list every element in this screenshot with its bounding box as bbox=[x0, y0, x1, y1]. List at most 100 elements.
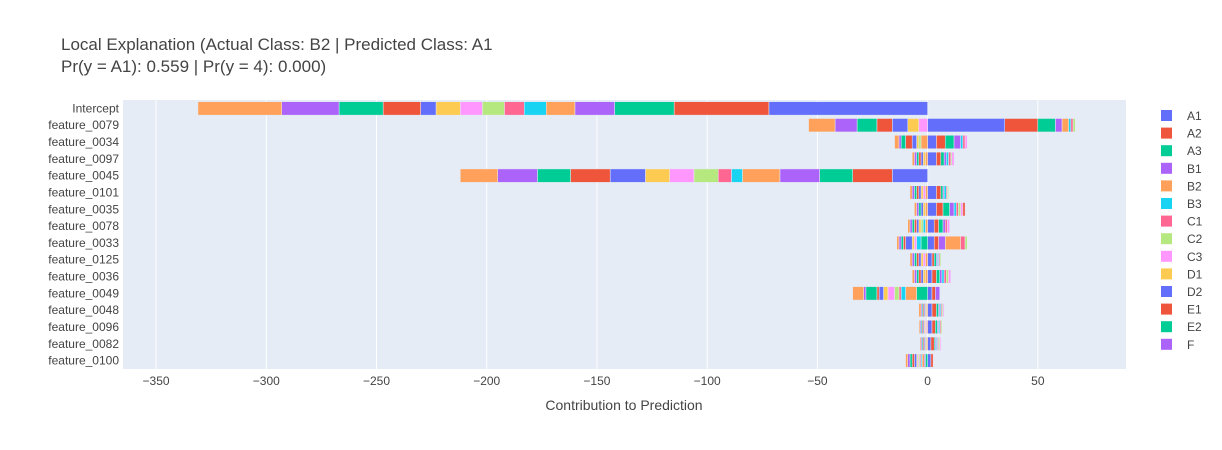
bar-feature_0101-A1 bbox=[927, 185, 937, 200]
legend-swatch-A1[interactable] bbox=[1161, 110, 1172, 121]
bar-feature_0125-E1 bbox=[916, 252, 920, 267]
bar-feature_0078-A3 bbox=[938, 219, 944, 234]
bar-feature_0036-A1 bbox=[927, 269, 933, 284]
legend-swatch-D1[interactable] bbox=[1161, 268, 1172, 280]
bar-feature_0036-D2 bbox=[920, 269, 924, 284]
legend-swatch-F[interactable] bbox=[1161, 338, 1172, 350]
bar-Intercept-C2 bbox=[482, 101, 505, 116]
bar-feature_0079-A3 bbox=[1037, 118, 1056, 133]
bar-feature_0036-B2 bbox=[925, 269, 928, 284]
bar-feature_0097-E2 bbox=[916, 151, 920, 166]
bar-feature_0100-D2 bbox=[914, 353, 917, 368]
legend-swatch-B3[interactable] bbox=[1161, 198, 1172, 209]
bar-feature_0097-C3 bbox=[951, 151, 955, 166]
bar-feature_0101-A3 bbox=[940, 185, 944, 200]
legend-label-A3[interactable]: A3 bbox=[1187, 144, 1202, 158]
legend-swatch-E1[interactable] bbox=[1161, 303, 1172, 315]
bar-feature_0033-F bbox=[898, 235, 902, 250]
x-tick-label-7: 0 bbox=[924, 374, 931, 388]
bar-feature_0045-A2 bbox=[852, 168, 893, 183]
y-tick-label-3: feature_0097 bbox=[48, 152, 119, 166]
legend-label-B3[interactable]: B3 bbox=[1187, 197, 1202, 211]
bar-feature_0045-B2 bbox=[742, 168, 781, 183]
bar-feature_0035-A1 bbox=[927, 202, 937, 217]
bar-feature_0035-D2 bbox=[920, 202, 924, 217]
bar-feature_0125-D1 bbox=[920, 252, 924, 267]
legend-label-F[interactable]: F bbox=[1187, 338, 1194, 352]
legend-label-E1[interactable]: E1 bbox=[1187, 303, 1202, 317]
bar-Intercept-B2 bbox=[545, 101, 576, 116]
legend-label-B1[interactable]: B1 bbox=[1187, 162, 1202, 176]
legend-label-D1[interactable]: D1 bbox=[1187, 267, 1203, 281]
bar-feature_0049-C3 bbox=[887, 286, 895, 301]
legend-swatch-B2[interactable] bbox=[1161, 180, 1172, 192]
bar-feature_0100-E2 bbox=[909, 353, 913, 368]
bar-feature_0035-D1 bbox=[922, 202, 926, 217]
bar-Intercept-D1 bbox=[435, 101, 461, 116]
bar-feature_0034-B2 bbox=[920, 135, 928, 150]
bar-feature_0101-B2 bbox=[925, 185, 928, 200]
bar-feature_0101-C2 bbox=[947, 185, 949, 200]
bar-feature_0100-A2 bbox=[930, 353, 934, 368]
bar-feature_0034-series-14 bbox=[894, 135, 900, 150]
bar-feature_0082-series-14 bbox=[919, 336, 922, 351]
bar-feature_0048-C3 bbox=[942, 303, 945, 318]
bar-feature_0079-A2 bbox=[1004, 118, 1039, 133]
bar-feature_0078-B1 bbox=[942, 219, 946, 234]
x-tick-labels: −350 −300 −250 −200 −150 −100 −50 0 50 bbox=[143, 374, 1045, 388]
y-tick-label-5: feature_0101 bbox=[48, 185, 119, 199]
legend-label-A1[interactable]: A1 bbox=[1187, 109, 1202, 123]
bar-feature_0036-E1 bbox=[918, 269, 922, 284]
bar-feature_0045-A3 bbox=[819, 168, 853, 183]
legend-swatch-C2[interactable] bbox=[1161, 233, 1172, 245]
legend-swatch-B1[interactable] bbox=[1161, 162, 1172, 174]
legend-swatch-A2[interactable] bbox=[1161, 127, 1172, 139]
legend-label-C1[interactable]: C1 bbox=[1187, 215, 1203, 229]
plot-area-background bbox=[123, 100, 1126, 369]
legend-swatch-E2[interactable] bbox=[1161, 321, 1172, 333]
bar-feature_0100-series-14 bbox=[905, 353, 909, 368]
legend-label-B2[interactable]: B2 bbox=[1187, 179, 1202, 193]
bar-feature_0045-B1 bbox=[779, 168, 820, 183]
legend-label-A2[interactable]: A2 bbox=[1187, 127, 1202, 141]
bar-Intercept-F bbox=[281, 101, 340, 116]
y-tick-labels: Intercept feature_0079 feature_0034feature… bbox=[48, 101, 119, 367]
bar-feature_0049-D1 bbox=[883, 286, 889, 301]
bar-feature_0125-A2 bbox=[931, 252, 935, 267]
legend-swatch-C1[interactable] bbox=[1161, 215, 1172, 227]
bar-feature_0033-E1 bbox=[903, 235, 906, 250]
bar-feature_0078-A1 bbox=[927, 219, 935, 234]
bar-feature_0079-D2 bbox=[892, 118, 909, 133]
bar-feature_0045-D1 bbox=[645, 168, 670, 183]
chart-title: Local Explanation (Actual Class: B2 | Pr… bbox=[61, 35, 493, 54]
legend-label-C2[interactable]: C2 bbox=[1187, 232, 1203, 246]
bar-feature_0049-E1 bbox=[876, 286, 880, 301]
legend-swatch-C3[interactable] bbox=[1161, 250, 1172, 262]
bar-feature_0097-B3 bbox=[946, 151, 949, 166]
legend-label-E2[interactable]: E2 bbox=[1187, 320, 1202, 334]
y-tick-label-13: feature_0096 bbox=[48, 320, 119, 334]
bar-feature_0049-C2 bbox=[894, 286, 900, 301]
y-tick-label-7: feature_0078 bbox=[48, 219, 119, 233]
bar-feature_0049-E2 bbox=[865, 286, 878, 301]
bar-feature_0036-A3 bbox=[936, 269, 940, 284]
bar-feature_0079-B1 bbox=[1055, 118, 1063, 133]
legend-label-D2[interactable]: D2 bbox=[1187, 285, 1203, 299]
y-tick-label-0: Intercept bbox=[72, 101, 119, 115]
bar-feature_0049-B2 bbox=[905, 286, 917, 301]
bar-feature_0034-B1 bbox=[953, 135, 961, 150]
bar-feature_0079-D1 bbox=[907, 118, 920, 133]
bar-feature_0048-A2 bbox=[931, 303, 937, 318]
bar-feature_0033-A2 bbox=[933, 235, 939, 250]
legend-swatch-A3[interactable] bbox=[1161, 145, 1172, 157]
bar-feature_0097-A1 bbox=[927, 151, 937, 166]
bar-feature_0045-C1 bbox=[717, 168, 732, 183]
bar-feature_0034-B3 bbox=[960, 135, 964, 150]
legend-swatch-D2[interactable] bbox=[1161, 286, 1172, 297]
bar-feature_0034-A3 bbox=[944, 135, 955, 150]
bar-feature_0045-C3 bbox=[669, 168, 695, 183]
legend-label-C3[interactable]: C3 bbox=[1187, 250, 1203, 264]
bar-feature_0078-D2 bbox=[916, 219, 920, 234]
y-tick-label-4: feature_0045 bbox=[48, 169, 119, 183]
bar-feature_0125-D2 bbox=[918, 252, 922, 267]
